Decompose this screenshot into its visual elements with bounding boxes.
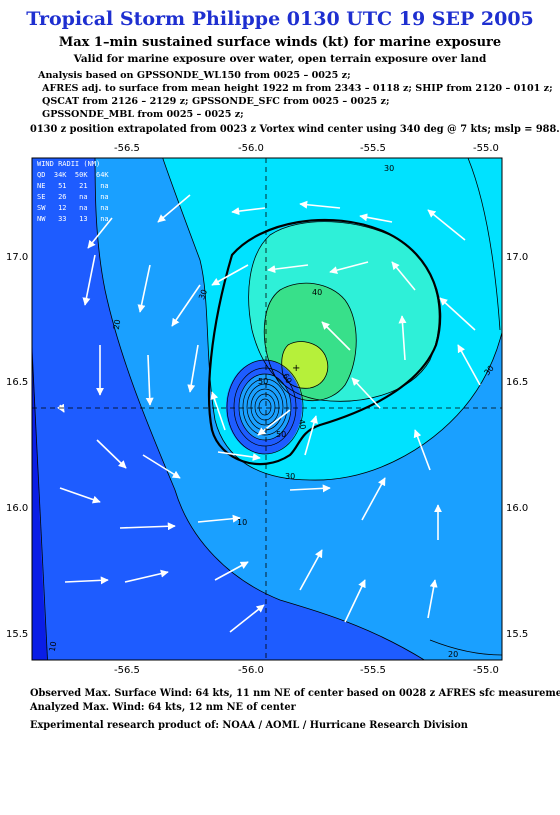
lat-label-right: 16.0 (506, 503, 529, 514)
lon-label-top: -55.5 (360, 143, 386, 154)
wind-radii-columns: QD 34K 50K 64K (37, 171, 109, 179)
lat-label-left: 16.5 (6, 377, 29, 388)
lat-label-right: 15.5 (506, 629, 529, 640)
band-60-plus (281, 341, 328, 389)
contour-label: 40 (312, 288, 323, 297)
contour-label: 40 (296, 418, 308, 431)
contour-label: 30 (285, 472, 296, 481)
lon-label-bottom: -56.5 (114, 665, 140, 676)
lon-label-bottom: -55.0 (473, 665, 499, 676)
wind-radii-box: WIND RADII (NM) QD 34K 50K 64K NE 51 21 … (37, 159, 109, 225)
contour-label: 10 (237, 518, 248, 527)
wind-radii-row-se: SE 26 na na (37, 193, 109, 201)
analysis-line-3: QSCAT from 2126 – 2129 z; GPSSONDE_SFC f… (42, 96, 390, 107)
wind-radii-row-nw: NW 33 13 na (37, 215, 109, 223)
subtitle: Max 1–min sustained surface winds (kt) f… (58, 35, 502, 50)
contour-label: 10 (47, 640, 59, 653)
analysis-line-2: AFRES adj. to surface from mean height 1… (42, 83, 553, 94)
page-title: Tropical Storm Philippe 0130 UTC 19 SEP … (26, 8, 534, 30)
analysis-line-1: Analysis based on GPSSONDE_WL150 from 00… (38, 70, 351, 81)
wind-radii-row-ne: NE 51 21 na (37, 182, 109, 190)
contour-label: 20 (111, 318, 123, 331)
lon-label-top: -56.5 (114, 143, 140, 154)
observed-max-wind: Observed Max. Surface Wind: 64 kts, 11 n… (30, 688, 560, 699)
eye-inner (239, 374, 291, 440)
lon-label-top: -55.0 (473, 143, 499, 154)
lon-label-bottom: -56.0 (238, 665, 264, 676)
credit-line: Experimental research product of: NOAA /… (30, 720, 468, 731)
lon-label-bottom: -55.5 (360, 665, 386, 676)
wind-vectors (56, 194, 481, 633)
lat-label-left: 16.0 (6, 503, 29, 514)
analysis-line-4: GPSSONDE_MBL from 0025 – 0025 z; (42, 109, 244, 120)
svg-text:+: + (292, 363, 300, 374)
lat-label-left: 15.5 (6, 629, 29, 640)
lon-label-top: -56.0 (238, 143, 264, 154)
contour-label: 20 (448, 650, 459, 659)
lat-label-right: 16.5 (506, 377, 529, 388)
wind-radii-row-sw: SW 12 na na (37, 204, 109, 212)
exposure-note: Valid for marine exposure over water, op… (73, 53, 487, 65)
analyzed-max-wind: Analyzed Max. Wind: 64 kts, 12 nm NE of … (30, 702, 296, 713)
contour-label: 50 (258, 377, 269, 386)
lat-label-right: 17.0 (506, 252, 529, 263)
position-note: 0130 z position extrapolated from 0023 z… (30, 124, 560, 135)
contour-label: 50 (276, 430, 287, 439)
wind-radii-header: WIND RADII (NM) (37, 160, 101, 168)
contour-label: 30 (384, 164, 395, 173)
lat-label-left: 17.0 (6, 252, 29, 263)
